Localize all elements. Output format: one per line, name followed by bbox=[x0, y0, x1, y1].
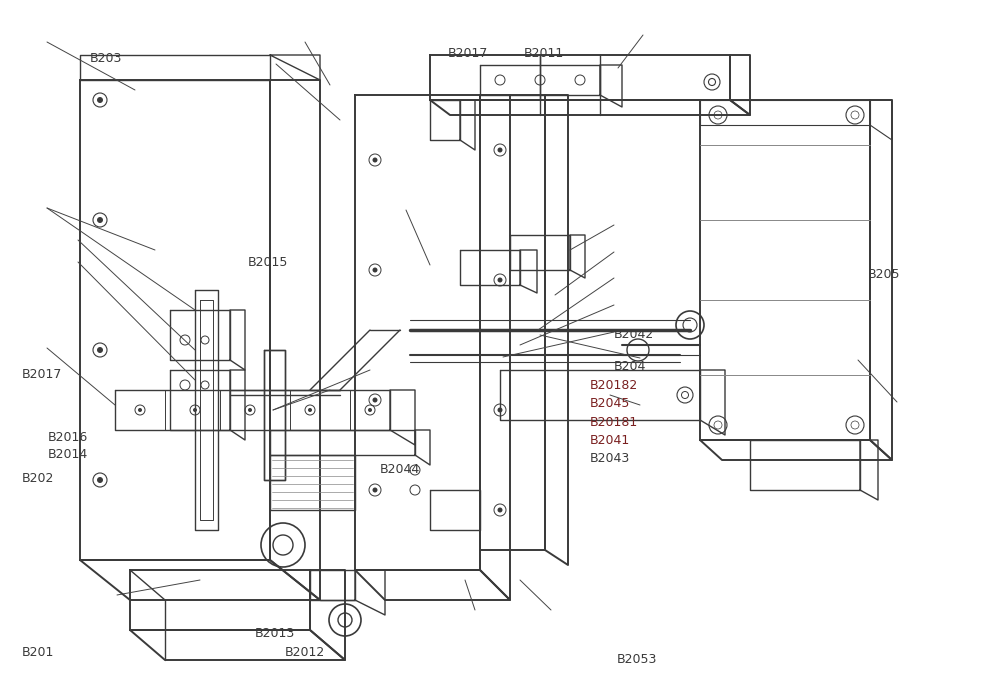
Circle shape bbox=[851, 111, 859, 119]
Text: B20182: B20182 bbox=[590, 378, 638, 392]
Text: B2041: B2041 bbox=[590, 434, 630, 447]
Circle shape bbox=[498, 507, 503, 512]
Circle shape bbox=[498, 148, 503, 152]
Circle shape bbox=[372, 398, 378, 402]
Circle shape bbox=[851, 421, 859, 429]
Text: B2014: B2014 bbox=[48, 447, 88, 461]
Circle shape bbox=[372, 268, 378, 273]
Circle shape bbox=[372, 158, 378, 163]
Text: B2043: B2043 bbox=[590, 452, 630, 466]
Circle shape bbox=[498, 277, 503, 283]
Circle shape bbox=[368, 408, 372, 412]
Circle shape bbox=[97, 347, 103, 353]
Text: B2053: B2053 bbox=[617, 653, 657, 667]
Text: B2042: B2042 bbox=[614, 328, 654, 342]
Text: B2016: B2016 bbox=[48, 430, 88, 444]
Circle shape bbox=[97, 217, 103, 223]
Circle shape bbox=[248, 408, 252, 412]
Circle shape bbox=[714, 111, 722, 119]
Text: B204: B204 bbox=[614, 360, 646, 374]
Circle shape bbox=[97, 477, 103, 483]
Circle shape bbox=[193, 408, 197, 412]
Text: B2044: B2044 bbox=[380, 463, 420, 477]
Text: B2011: B2011 bbox=[524, 46, 564, 60]
Text: B201: B201 bbox=[22, 645, 54, 659]
Circle shape bbox=[498, 408, 503, 413]
Circle shape bbox=[714, 421, 722, 429]
Circle shape bbox=[308, 408, 312, 412]
Text: B2015: B2015 bbox=[248, 256, 288, 270]
Text: B202: B202 bbox=[22, 471, 54, 485]
Circle shape bbox=[138, 408, 142, 412]
Text: B2013: B2013 bbox=[255, 627, 295, 641]
Circle shape bbox=[97, 97, 103, 103]
Text: B20181: B20181 bbox=[590, 415, 638, 429]
Text: B205: B205 bbox=[868, 268, 900, 281]
Circle shape bbox=[372, 488, 378, 492]
Text: B203: B203 bbox=[90, 51, 122, 65]
Text: B2017: B2017 bbox=[22, 367, 62, 381]
Text: B2012: B2012 bbox=[285, 645, 325, 659]
Text: B2045: B2045 bbox=[590, 397, 630, 410]
Text: B2017: B2017 bbox=[448, 46, 488, 60]
